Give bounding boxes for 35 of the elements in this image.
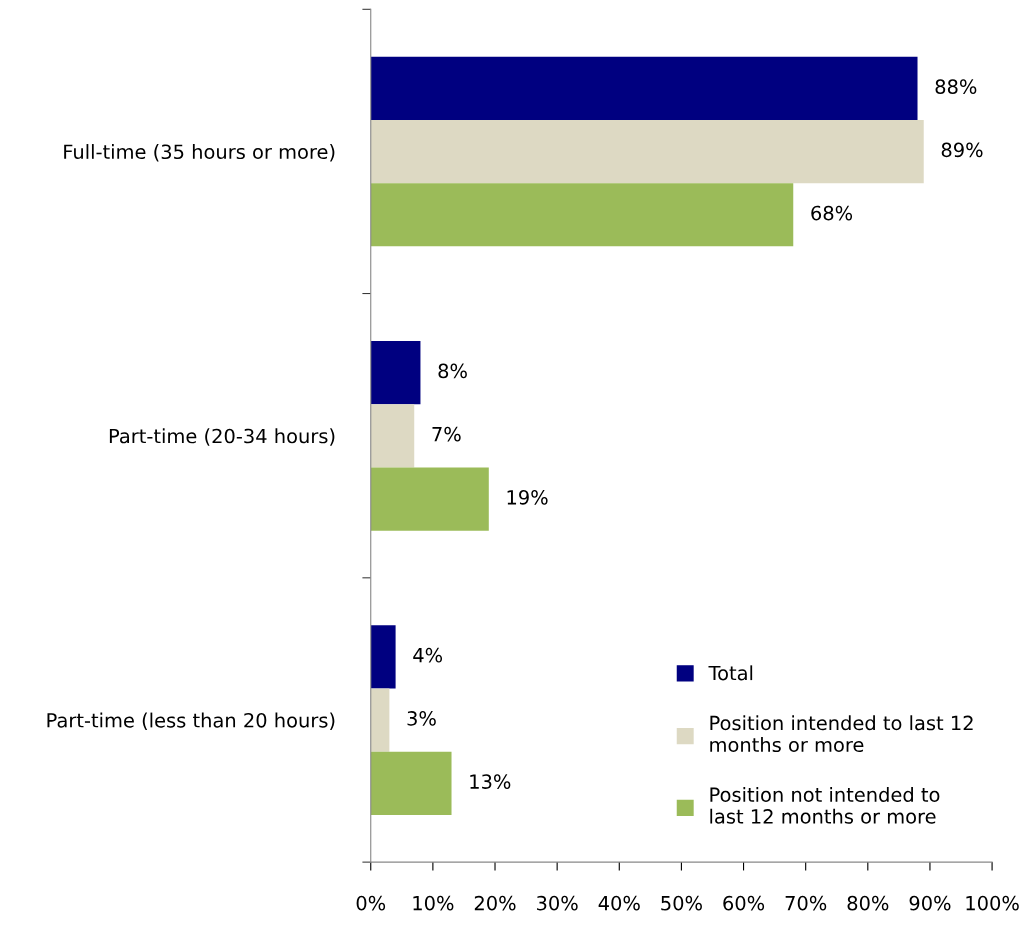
data-label: 7%	[432, 426, 461, 442]
x-tick-label: 100%	[966, 895, 1019, 911]
bar	[370, 404, 415, 468]
y-tick-label: Part-time (20-34 hours)	[109, 428, 335, 446]
data-label: 88%	[935, 79, 977, 95]
x-tick-label: 20%	[474, 895, 516, 911]
x-tick-label: 10%	[413, 895, 454, 911]
bar	[370, 119, 924, 184]
data-label: 3%	[407, 711, 436, 726]
data-label: 13%	[470, 774, 511, 789]
bar	[370, 56, 918, 120]
legend-label: Total	[708, 665, 753, 681]
data-label: 8%	[438, 363, 467, 379]
data-label: 19%	[507, 489, 548, 505]
data-label: 89%	[941, 142, 983, 158]
x-tick-label: 90%	[909, 895, 951, 911]
bar	[370, 751, 452, 815]
bar	[370, 341, 421, 405]
bar	[370, 467, 489, 531]
legend-label: Position not intended to last 12 months or more	[710, 786, 940, 824]
bar	[370, 688, 390, 752]
bar	[370, 625, 396, 689]
bar	[370, 183, 794, 247]
y-tick-label: Full-time (35 hours or more)	[64, 144, 335, 162]
x-tick-label: 70%	[785, 895, 827, 911]
x-tick-label: 0%	[356, 895, 386, 911]
data-label: 68%	[811, 205, 853, 221]
y-tick-label: Part-time (less than 20 hours)	[47, 712, 335, 730]
x-tick-label: 40%	[598, 895, 640, 911]
legend-label: Position intended to last 12 months or more	[710, 715, 973, 753]
x-tick-label: 50%	[661, 895, 702, 911]
data-label: 4%	[413, 647, 443, 663]
x-tick-label: 30%	[537, 895, 578, 911]
x-tick-label: 80%	[847, 895, 889, 911]
x-tick-label: 60%	[723, 895, 765, 911]
